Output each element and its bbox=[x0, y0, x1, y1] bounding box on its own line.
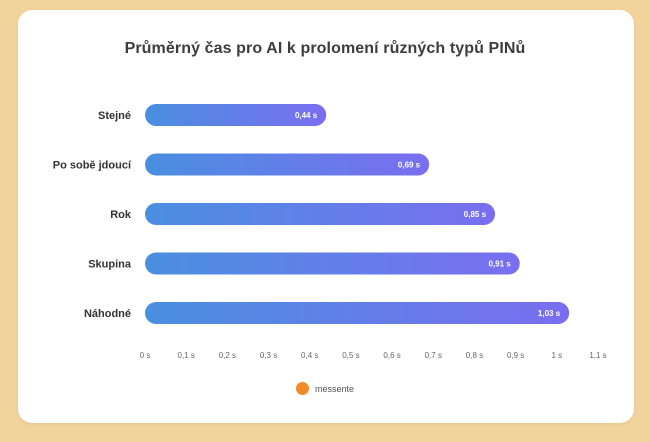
x-tick-label: 0,4 s bbox=[301, 351, 318, 360]
x-tick-label: 0,5 s bbox=[342, 351, 359, 360]
bar bbox=[145, 302, 570, 324]
data-label: 1,03 s bbox=[538, 309, 561, 318]
data-label: 0,91 s bbox=[489, 260, 512, 269]
x-tick-label: 0,7 s bbox=[425, 351, 442, 360]
bar bbox=[145, 153, 430, 176]
x-tick-label: 1,1 s bbox=[589, 351, 606, 360]
category-label: Skupina bbox=[88, 259, 132, 271]
x-tick-label: 0 s bbox=[140, 351, 151, 360]
chart-title: Průměrný čas pro AI k prolomení různých … bbox=[124, 40, 526, 57]
bars-layer: Stejné 0,44 s Po sobě jdoucí 0,69 s Rok 0,85 … bbox=[53, 104, 570, 324]
x-axis-ticks: 0 s 0,1 s 0,2 s 0,3 s 0,4 s 0,5 s 0,6 s 0,7 s 0,… bbox=[140, 351, 607, 360]
data-label: 0,85 s bbox=[464, 210, 487, 219]
x-tick-label: 0,3 s bbox=[260, 351, 277, 360]
data-label: 0,69 s bbox=[398, 161, 421, 170]
bar bbox=[145, 104, 327, 126]
x-tick-label: 0,2 s bbox=[219, 351, 236, 360]
bar bbox=[145, 203, 496, 225]
legend: messente bbox=[0, 382, 650, 395]
category-label: Náhodné bbox=[84, 308, 131, 320]
category-label: Rok bbox=[110, 209, 132, 221]
x-tick-label: 0,1 s bbox=[178, 351, 195, 360]
x-tick-label: 0,6 s bbox=[383, 351, 400, 360]
legend-marker bbox=[295, 382, 309, 395]
data-label: 0,44 s bbox=[295, 111, 318, 120]
category-label: Stejné bbox=[98, 110, 131, 122]
legend-label: messente bbox=[314, 383, 355, 394]
x-tick-label: 0,9 s bbox=[507, 351, 524, 360]
x-tick-label: 1 s bbox=[551, 351, 562, 360]
category-label: Po sobě jdoucí bbox=[53, 160, 132, 172]
x-tick-label: 0,8 s bbox=[466, 351, 483, 360]
bar bbox=[145, 252, 520, 275]
